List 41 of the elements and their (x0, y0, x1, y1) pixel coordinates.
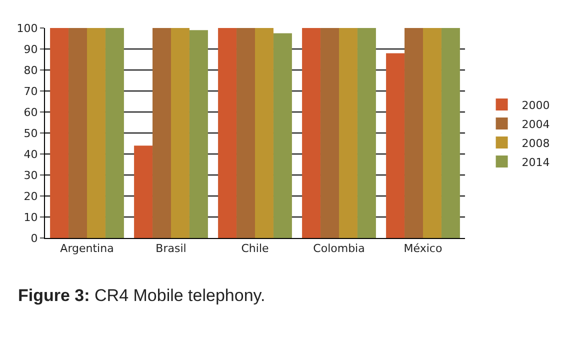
y-tick-label: 80 (24, 64, 38, 77)
legend-label: 2008 (522, 136, 550, 150)
y-tick-label: 50 (24, 126, 38, 140)
bar (87, 28, 106, 238)
x-tick-label: Brasil (156, 242, 186, 256)
bar (302, 28, 321, 238)
bar (189, 30, 208, 238)
y-tick-label: 100 (16, 22, 38, 35)
bar (339, 28, 358, 238)
y-tick-label: 70 (24, 84, 38, 98)
y-tick-label: 60 (24, 106, 38, 119)
bar (320, 28, 339, 238)
bar (171, 28, 190, 238)
caption: Figure 3: CR4 Mobile telephony. (18, 286, 266, 305)
bar (218, 28, 237, 238)
y-tick-label: 20 (24, 190, 38, 203)
bar (50, 28, 69, 238)
bar (404, 28, 423, 238)
legend-label: 2014 (522, 156, 550, 169)
x-tick-label: México (404, 242, 442, 256)
bar (441, 28, 460, 238)
bar (273, 33, 292, 238)
y-tick-label: 90 (24, 42, 38, 56)
legend-label: 2000 (522, 98, 550, 112)
x-tick-label: Colombia (313, 242, 365, 256)
bar (357, 28, 376, 238)
bar (152, 28, 171, 238)
legend-label: 2004 (522, 118, 550, 131)
y-tick-label: 30 (24, 168, 38, 182)
bar (134, 146, 153, 238)
bar (386, 53, 405, 238)
bar (423, 28, 442, 238)
bar (236, 28, 255, 238)
bar (255, 28, 274, 238)
x-tick-label: Chile (241, 242, 269, 256)
y-tick-label: 40 (24, 148, 38, 161)
bar (105, 28, 124, 238)
y-tick-label: 0 (30, 232, 38, 245)
y-tick-label: 10 (24, 210, 38, 224)
bar (68, 28, 87, 238)
x-tick-label: Argentina (60, 242, 114, 256)
